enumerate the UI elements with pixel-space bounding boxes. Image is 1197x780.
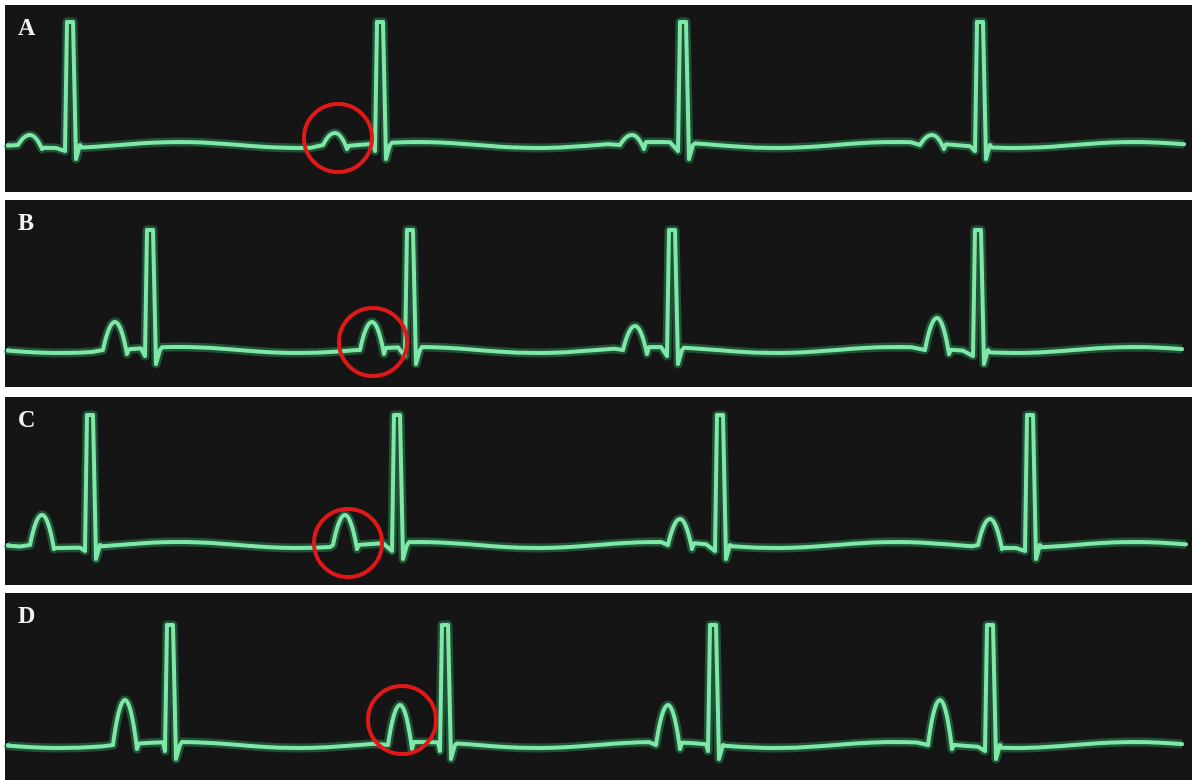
panel-label: B — [18, 210, 34, 236]
panel-label: D — [18, 603, 35, 629]
panel-label: C — [18, 407, 35, 433]
ecg-panel — [5, 200, 1192, 387]
ecg-panel — [5, 5, 1192, 192]
ecg-panel — [5, 397, 1192, 585]
panel-label: A — [18, 15, 36, 41]
ecg-figure: A B C D — [0, 0, 1197, 780]
